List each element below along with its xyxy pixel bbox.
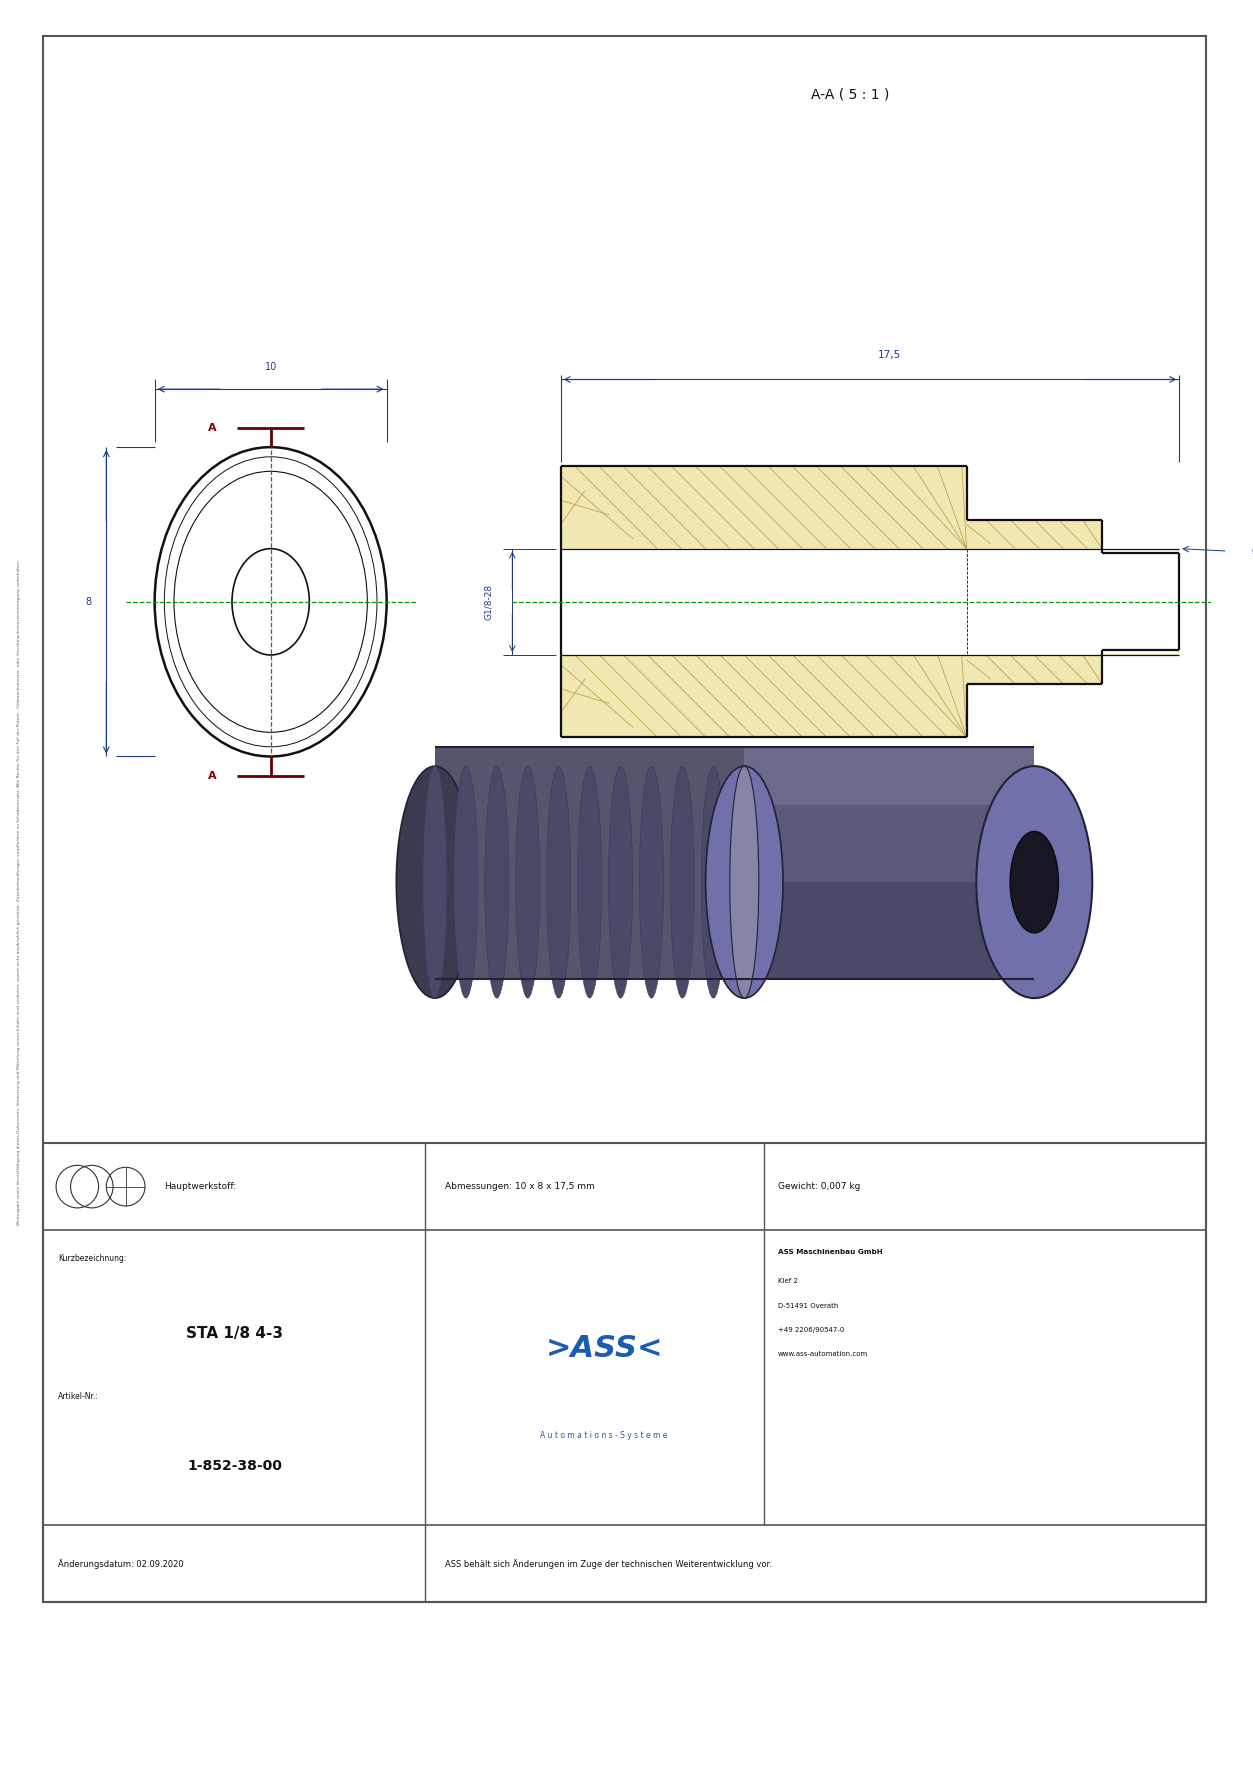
Text: www.ass-automation.com: www.ass-automation.com	[778, 1350, 868, 1357]
Text: >ASS<: >ASS<	[545, 1334, 663, 1363]
Text: Artikel-Nr.:: Artikel-Nr.:	[58, 1393, 99, 1402]
Bar	[561, 549, 1178, 654]
Ellipse shape	[976, 766, 1093, 998]
Text: +49 2206/90547-0: +49 2206/90547-0	[778, 1327, 845, 1333]
Text: Klef 2: Klef 2	[778, 1278, 798, 1285]
Bar	[744, 746, 1034, 804]
Text: Kurzbezeichnung:: Kurzbezeichnung:	[58, 1255, 127, 1263]
Text: 10: 10	[264, 361, 277, 372]
Text: 17,5: 17,5	[877, 351, 901, 360]
Text: A: A	[208, 424, 217, 432]
Text: ASS Maschinenbau GmbH: ASS Maschinenbau GmbH	[778, 1249, 883, 1255]
Text: D-51491 Overath: D-51491 Overath	[778, 1302, 838, 1308]
Bar	[1101, 549, 1179, 553]
Text: Abmessungen: 10 x 8 x 17,5 mm: Abmessungen: 10 x 8 x 17,5 mm	[445, 1182, 594, 1191]
Bar	[560, 466, 966, 549]
Text: STA 1/8 4-3: STA 1/8 4-3	[185, 1325, 283, 1341]
Text: Hauptwerkstoff:: Hauptwerkstoff:	[164, 1182, 237, 1191]
Ellipse shape	[516, 766, 540, 998]
Text: Gewicht: 0,007 kg: Gewicht: 0,007 kg	[778, 1182, 861, 1191]
Ellipse shape	[424, 766, 447, 998]
Ellipse shape	[485, 766, 509, 998]
Bar	[744, 804, 1034, 882]
Ellipse shape	[546, 766, 571, 998]
Bar	[744, 746, 1034, 978]
Bar	[435, 746, 744, 978]
Ellipse shape	[454, 766, 477, 998]
Text: G1/8-28: G1/8-28	[484, 583, 492, 620]
Ellipse shape	[609, 766, 633, 998]
Ellipse shape	[702, 766, 725, 998]
Bar	[44, 1143, 1207, 1602]
Ellipse shape	[670, 766, 694, 998]
Ellipse shape	[639, 766, 664, 998]
Text: A u t o m a t i o n s - S y s t e m e: A u t o m a t i o n s - S y s t e m e	[540, 1432, 668, 1441]
Ellipse shape	[1010, 831, 1059, 932]
Text: A: A	[208, 771, 217, 781]
Ellipse shape	[396, 766, 474, 998]
Text: A-A ( 5 : 1 ): A-A ( 5 : 1 )	[812, 87, 890, 101]
Text: 1-852-38-00: 1-852-38-00	[187, 1458, 282, 1473]
Bar	[1101, 650, 1179, 656]
Bar	[560, 656, 966, 737]
Ellipse shape	[578, 766, 601, 998]
Text: Änderungsdatum: 02.09.2020: Änderungsdatum: 02.09.2020	[58, 1559, 184, 1568]
Text: ASS behält sich Änderungen im Zuge der technischen Weiterentwicklung vor.: ASS behält sich Änderungen im Zuge der t…	[445, 1559, 772, 1568]
Text: Weitergabe sowie Vervielfältigung dieses Dokuments, Verwertung und Mitteilung se: Weitergabe sowie Vervielfältigung dieses…	[18, 558, 21, 1224]
Ellipse shape	[705, 766, 783, 998]
Bar	[966, 519, 1101, 549]
Text: 8: 8	[85, 597, 91, 606]
Ellipse shape	[729, 766, 759, 998]
Ellipse shape	[732, 766, 757, 998]
Bar	[966, 656, 1101, 684]
Bar	[744, 882, 1034, 978]
